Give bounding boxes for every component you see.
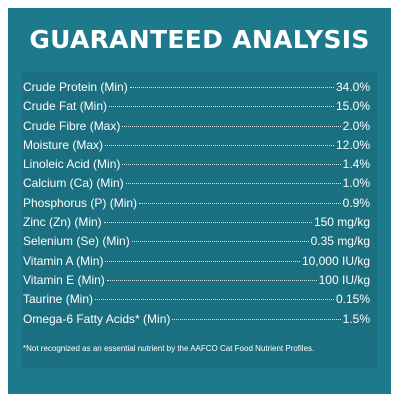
analysis-row: Linoleic Acid (Min) 1.4%: [23, 157, 370, 176]
dot-leader: [95, 299, 334, 301]
nutrient-label: Moisture (Max): [23, 137, 104, 152]
nutrient-label: Crude Fibre (Max): [23, 118, 121, 133]
dot-leader: [129, 87, 334, 88]
nutrient-label: Crude Fat (Min): [23, 99, 108, 114]
dot-leader: [172, 318, 341, 320]
nutrient-label: Calcium (Ca) (Min): [23, 176, 124, 191]
nutrient-value: 15.0%: [335, 99, 370, 114]
nutrient-value: 0.15%: [335, 292, 370, 307]
nutrient-value: 1.4%: [342, 157, 370, 172]
nutrient-label: Vitamin E (Min): [23, 272, 105, 287]
analysis-row: Selenium (Se) (Min) 0.35 mg/kg: [23, 234, 370, 253]
analysis-row: Vitamin E (Min) 100 IU/kg: [23, 273, 370, 292]
nutrient-label: Vitamin A (Min): [23, 253, 104, 268]
dot-leader: [106, 279, 317, 281]
analysis-row: Phosphorus (P) (Min) 0.9%: [23, 196, 370, 215]
nutrient-label: Linoleic Acid (Min): [23, 157, 121, 172]
dot-leader: [105, 144, 334, 146]
analysis-row: Crude Fat (Min) 15.0%: [23, 99, 370, 118]
nutrient-label: Omega-6 Fatty Acids* (Min): [23, 311, 171, 326]
nutrient-label: Zinc (Zn) (Min): [23, 215, 102, 230]
dot-leader: [122, 164, 341, 166]
analysis-row: Crude Protein (Min) 34.0%: [23, 80, 370, 99]
nutrient-value: 1.0%: [342, 176, 370, 191]
nutrient-value: 10,000 IU/kg: [301, 253, 370, 268]
nutrient-value: 0.35 mg/kg: [310, 234, 370, 249]
footnote: *Not recognized as an essential nutrient…: [23, 344, 315, 353]
dot-leader: [109, 106, 334, 108]
nutrient-value: 100 IU/kg: [318, 272, 370, 287]
panel-title: GUARANTEED ANALYSIS: [29, 25, 370, 54]
nutrient-value: 0.9%: [342, 195, 370, 210]
analysis-row: Moisture (Max) 12.0%: [23, 138, 370, 157]
nutrient-label: Taurine (Min): [23, 292, 94, 307]
nutrient-value: 12.0%: [335, 137, 370, 152]
analysis-row: Zinc (Zn) (Min) 150 mg/kg: [23, 215, 370, 234]
nutrient-value: 150 mg/kg: [313, 215, 370, 230]
dot-leader: [122, 125, 341, 127]
analysis-row: Calcium (Ca) (Min) 1.0%: [23, 176, 370, 195]
nutrient-value: 2.0%: [342, 118, 370, 133]
analysis-table: Crude Protein (Min) 34.0% Crude Fat (Min…: [23, 80, 370, 331]
analysis-row: Crude Fibre (Max) 2.0%: [23, 119, 370, 138]
nutrient-label: Selenium (Se) (Min): [23, 234, 130, 249]
dot-leader: [125, 183, 341, 185]
analysis-row: Vitamin A (Min) 10,000 IU/kg: [23, 254, 370, 273]
dot-leader: [139, 202, 341, 204]
nutrient-label: Crude Protein (Min): [23, 80, 128, 94]
analysis-row: Omega-6 Fatty Acids* (Min) 1.5%: [23, 312, 370, 331]
nutrient-value: 34.0%: [335, 80, 370, 94]
dot-leader: [131, 241, 309, 243]
dot-leader: [103, 222, 312, 224]
nutrient-label: Phosphorus (P) (Min): [23, 195, 138, 210]
dot-leader: [105, 260, 300, 262]
nutrient-value: 1.5%: [342, 311, 370, 326]
analysis-row: Taurine (Min) 0.15%: [23, 292, 370, 311]
